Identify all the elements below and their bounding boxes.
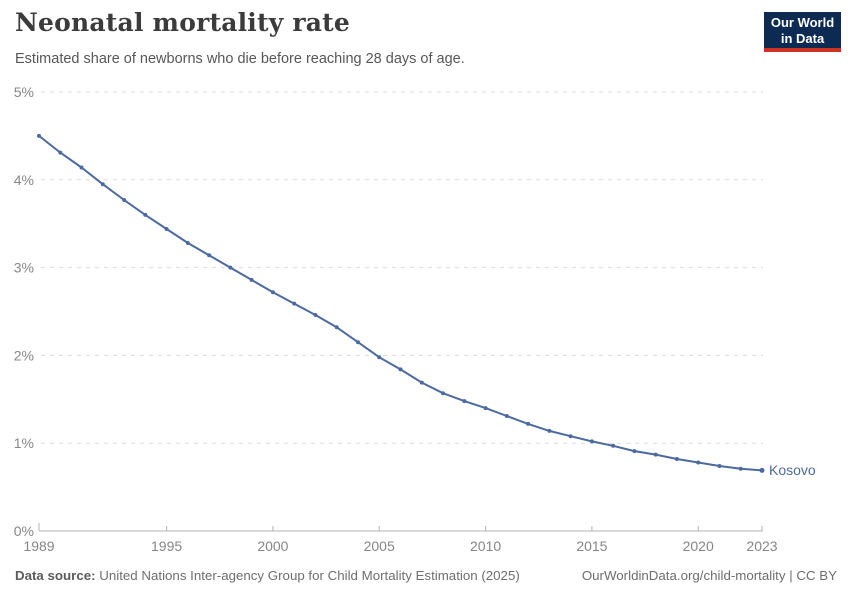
y-axis-tick-label: 0%	[14, 523, 34, 539]
data-point[interactable]	[632, 449, 637, 454]
chart-title: Neonatal mortality rate	[15, 8, 350, 37]
data-point[interactable]	[504, 414, 509, 418]
data-point[interactable]	[377, 355, 382, 360]
data-point[interactable]	[228, 265, 233, 270]
data-point[interactable]	[589, 439, 594, 444]
data-point[interactable]	[37, 133, 41, 138]
chart-footer: Data source: United Nations Inter-agency…	[15, 568, 837, 583]
x-axis-tick-label: 2000	[257, 538, 288, 554]
data-point[interactable]	[313, 313, 318, 317]
data-point[interactable]	[483, 406, 488, 411]
data-point[interactable]	[611, 443, 616, 448]
data-point[interactable]	[653, 452, 658, 457]
x-axis-tick-label: 1995	[151, 538, 182, 554]
data-point[interactable]	[292, 301, 297, 306]
data-point[interactable]	[164, 227, 169, 231]
x-axis-tick-label: 2020	[683, 538, 714, 554]
chart-subtitle: Estimated share of newborns who die befo…	[15, 51, 465, 67]
x-axis-tick-label: 2023	[746, 538, 777, 554]
data-point[interactable]	[270, 290, 275, 295]
footer-link[interactable]: OurWorldinData.org/child-mortality | CC …	[581, 568, 837, 583]
data-point[interactable]	[462, 399, 467, 404]
data-point[interactable]	[58, 150, 63, 155]
x-axis-tick-label: 1989	[23, 538, 54, 554]
owid-logo[interactable]: Our World in Data	[764, 12, 841, 52]
data-point[interactable]	[100, 182, 105, 187]
data-point[interactable]	[759, 467, 765, 473]
x-axis-tick-label: 2010	[470, 538, 501, 554]
data-point[interactable]	[398, 367, 403, 372]
data-point[interactable]	[334, 325, 339, 330]
data-point[interactable]	[249, 277, 254, 282]
data-point[interactable]	[674, 457, 679, 461]
series-label[interactable]: Kosovo	[769, 462, 816, 478]
data-point[interactable]	[717, 464, 722, 468]
data-source-text: United Nations Inter-agency Group for Ch…	[95, 568, 520, 583]
data-point[interactable]	[185, 241, 190, 245]
data-point[interactable]	[122, 198, 127, 202]
data-point[interactable]	[143, 212, 148, 217]
data-point[interactable]	[526, 421, 531, 426]
x-axis-tick-label: 2015	[576, 538, 607, 554]
owid-logo-line2: in Data	[780, 30, 825, 46]
y-axis-tick-label: 3%	[14, 260, 34, 276]
line-series-kosovo[interactable]	[38, 134, 763, 472]
data-point[interactable]	[696, 460, 701, 465]
data-point[interactable]	[547, 428, 552, 433]
data-point[interactable]	[419, 380, 424, 385]
data-point[interactable]	[356, 340, 360, 345]
data-source-note: Data source: United Nations Inter-agency…	[15, 568, 520, 583]
data-point[interactable]	[568, 434, 573, 439]
data-point[interactable]	[441, 391, 445, 396]
data-point[interactable]	[79, 165, 84, 170]
y-axis-tick-label: 1%	[14, 435, 34, 451]
owid-logo-line1: Our World	[770, 15, 835, 30]
y-axis-tick-label: 4%	[14, 172, 34, 188]
y-axis-tick-label: 5%	[14, 84, 34, 100]
y-axis-tick-label: 2%	[14, 347, 34, 363]
data-point[interactable]	[207, 253, 212, 258]
data-source-label: Data source:	[15, 568, 96, 583]
x-axis-tick-label: 2005	[364, 538, 395, 554]
data-point[interactable]	[738, 466, 743, 471]
